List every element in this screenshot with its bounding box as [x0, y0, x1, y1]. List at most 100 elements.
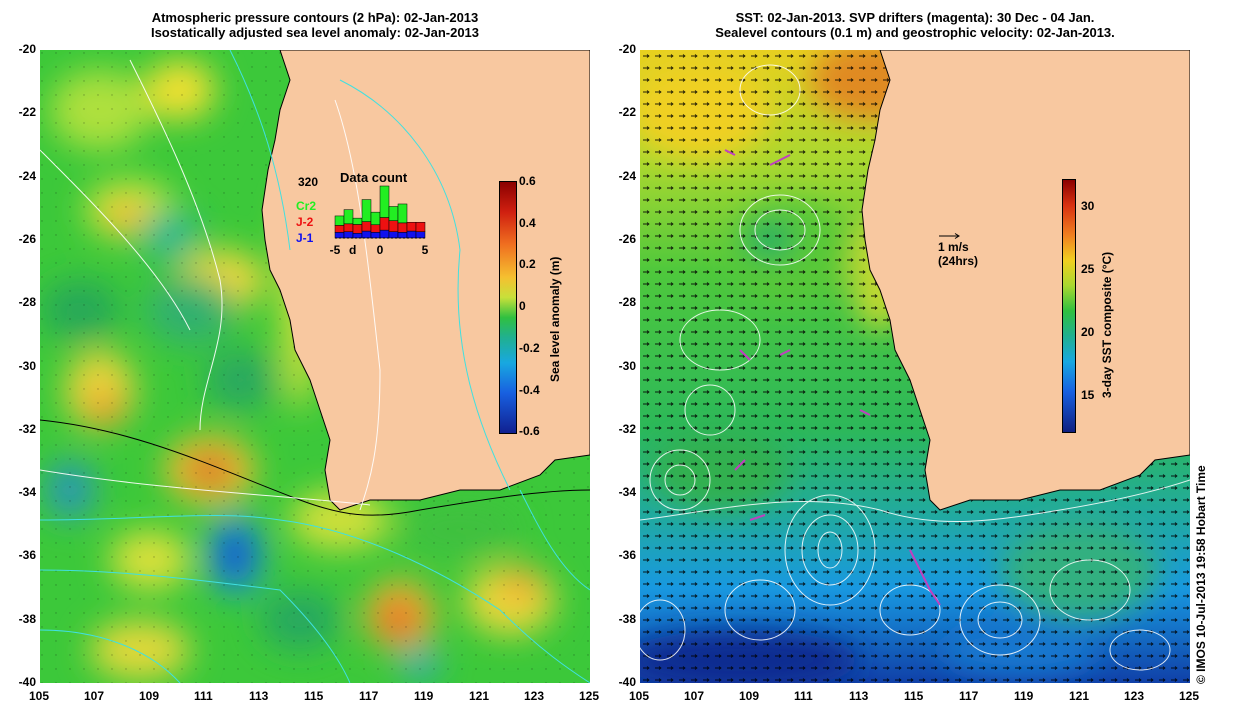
lon-tick-label: 121 [469, 689, 490, 703]
lon-tick-label: 109 [739, 689, 760, 703]
right-title-line1: SST: 02-Jan-2013. SVP drifters (magenta)… [735, 10, 1095, 25]
sea-level-colorbar-tick: -0.6 [519, 424, 540, 439]
inset-legend-j-2: J-2 [296, 215, 314, 229]
sea-level-colorbar-tick: 0.2 [519, 257, 536, 272]
lat-tick-label: -24 [618, 168, 636, 183]
inset-bar-cr2 [352, 217, 363, 225]
inset-bar-j2 [334, 225, 345, 233]
inset-bar-cr2 [334, 215, 345, 226]
sea-level-colorbar-label: Sea level anomaly (m) [548, 256, 562, 382]
inset-bar-j1 [388, 231, 399, 239]
sea-level-colorbar-tick: 0.4 [519, 215, 536, 230]
inset-bar-j2 [397, 222, 408, 233]
inset-bar-cr2 [379, 185, 390, 218]
lon-tick-label: 113 [849, 689, 869, 703]
lat-tick-label: -40 [618, 675, 636, 689]
lat-tick-label: -32 [618, 421, 636, 436]
lon-tick-label: 115 [304, 689, 324, 703]
credit-text: © IMOS 10-Jul-2013 19:58 Hobart Time [1194, 465, 1208, 684]
sst-colorbar-label: 3-day SST composite (°C) [1100, 251, 1114, 398]
sea-level-colorbar-tick: 0.6 [519, 174, 536, 188]
inset-bar-j2 [388, 220, 399, 232]
inset-x-tick: -5 [330, 243, 341, 257]
sea-level-colorbar [499, 181, 517, 434]
lat-tick-label: -36 [18, 548, 36, 563]
velocity-scale-arrow-icon [938, 232, 978, 240]
inset-bar-j1 [397, 232, 408, 239]
lat-tick-label: -24 [18, 168, 36, 183]
lat-tick-label: -32 [18, 421, 36, 436]
lat-tick-label: -36 [618, 548, 636, 563]
sst-tick-25: 25 [1081, 262, 1095, 276]
sea-level-anomaly-map [40, 50, 590, 683]
inset-bar-j1 [343, 231, 354, 239]
right-title: SST: 02-Jan-2013. SVP drifters (magenta)… [640, 10, 1190, 40]
inset-legend-cr2: Cr2 [296, 199, 317, 213]
lat-tick-label: -22 [618, 105, 636, 120]
lon-tick-label: 109 [139, 689, 160, 703]
lon-tick-label: 123 [524, 689, 545, 703]
lat-tick-label: -28 [618, 295, 636, 310]
inset-max-label: 320 [298, 175, 319, 189]
sea-level-colorbar-tick: -0.4 [519, 382, 540, 397]
lon-tick-label: 119 [1014, 689, 1034, 703]
inset-bar-j2 [343, 223, 354, 232]
lon-tick-label: 125 [579, 689, 600, 703]
inset-bar-j2 [379, 217, 390, 231]
lat-tick-label: -22 [18, 105, 36, 120]
left-title: Atmospheric pressure contours (2 hPa): 0… [40, 10, 590, 40]
lon-tick-label: 105 [29, 689, 50, 703]
sst-tick-20: 20 [1081, 325, 1095, 339]
lon-tick-label: 117 [359, 689, 379, 703]
sst-tick-15: 15 [1081, 388, 1095, 402]
inset-bar-cr2 [343, 209, 354, 225]
lat-tick-label: -28 [18, 295, 36, 310]
inset-bar-cr2 [388, 206, 399, 221]
inset-x-tick: 0 [377, 243, 384, 257]
lon-tick-label: 117 [959, 689, 979, 703]
lat-tick-label: -20 [618, 42, 636, 56]
inset-day-unit: d [349, 243, 356, 257]
lon-tick-label: 105 [629, 689, 650, 703]
inset-bar-j2 [361, 221, 372, 232]
inset-bar-j1 [415, 231, 426, 239]
sea-level-colorbar-tick: -0.2 [519, 340, 540, 355]
lon-tick-label: 115 [904, 689, 924, 703]
lat-tick-label: -34 [18, 485, 36, 500]
inset-bar-j2 [370, 224, 381, 233]
lon-tick-label: 113 [249, 689, 269, 703]
lon-tick-label: 107 [684, 689, 705, 703]
inset-title: Data count [340, 170, 408, 185]
lon-tick-label: 125 [1179, 689, 1200, 703]
sst-tick-30: 30 [1081, 199, 1095, 213]
velocity-scale-note: (24hrs) [938, 254, 979, 268]
velocity-scale-value: 1 m/s [938, 240, 969, 254]
inset-bar-j2 [415, 221, 426, 232]
inset-histogram: -5 0 5 d [330, 185, 429, 257]
velocity-scale: 1 m/s (24hrs) [938, 232, 978, 268]
lon-tick-label: 121 [1069, 689, 1090, 703]
lat-tick-label: -30 [18, 358, 36, 373]
sst-colorbar [1062, 179, 1076, 433]
left-title-line1: Atmospheric pressure contours (2 hPa): 0… [151, 10, 479, 25]
inset-bar-j2 [406, 221, 417, 232]
lat-tick-label: -26 [18, 231, 36, 246]
lat-tick-label: -38 [18, 611, 36, 626]
inset-bar-j1 [334, 232, 345, 239]
sst-map [640, 50, 1190, 683]
lat-tick-label: -40 [18, 675, 36, 689]
lat-tick-label: -38 [618, 611, 636, 626]
inset-bar-j1 [361, 230, 372, 239]
lat-tick-label: -20 [18, 42, 36, 56]
lon-tick-label: 123 [1124, 689, 1145, 703]
inset-bar-j1 [370, 232, 381, 239]
lat-tick-label: -34 [618, 485, 636, 500]
sea-level-colorbar-tick: 0 [519, 299, 526, 314]
lon-tick-label: 119 [414, 689, 434, 703]
inset-legend-j-1: J-1 [296, 231, 314, 245]
inset-bar-j2 [352, 224, 363, 234]
inset-x-tick: 5 [422, 243, 429, 257]
lon-tick-label: 111 [794, 689, 813, 703]
inset-bar-cr2 [370, 211, 381, 226]
lon-tick-label: 107 [84, 689, 105, 703]
